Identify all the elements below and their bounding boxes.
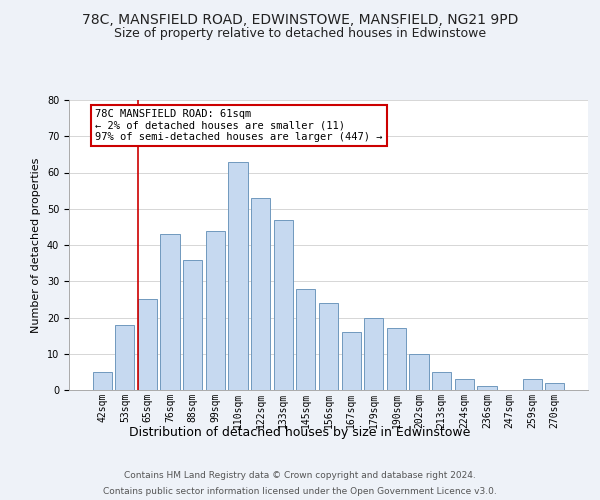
Bar: [387, 328, 406, 390]
Bar: [545, 383, 565, 390]
Bar: [183, 260, 202, 390]
Bar: [319, 303, 338, 390]
Bar: [251, 198, 270, 390]
Text: Distribution of detached houses by size in Edwinstowe: Distribution of detached houses by size …: [130, 426, 470, 439]
Bar: [296, 288, 316, 390]
Text: Contains public sector information licensed under the Open Government Licence v3: Contains public sector information licen…: [103, 486, 497, 496]
Text: 78C MANSFIELD ROAD: 61sqm
← 2% of detached houses are smaller (11)
97% of semi-d: 78C MANSFIELD ROAD: 61sqm ← 2% of detach…: [95, 108, 382, 142]
Bar: [206, 230, 225, 390]
Bar: [364, 318, 383, 390]
Bar: [432, 372, 451, 390]
Bar: [523, 379, 542, 390]
Text: Contains HM Land Registry data © Crown copyright and database right 2024.: Contains HM Land Registry data © Crown c…: [124, 472, 476, 480]
Bar: [274, 220, 293, 390]
Text: Size of property relative to detached houses in Edwinstowe: Size of property relative to detached ho…: [114, 28, 486, 40]
Bar: [477, 386, 497, 390]
Bar: [229, 162, 248, 390]
Text: 78C, MANSFIELD ROAD, EDWINSTOWE, MANSFIELD, NG21 9PD: 78C, MANSFIELD ROAD, EDWINSTOWE, MANSFIE…: [82, 12, 518, 26]
Bar: [115, 325, 134, 390]
Bar: [455, 379, 474, 390]
Bar: [409, 354, 428, 390]
Bar: [341, 332, 361, 390]
Y-axis label: Number of detached properties: Number of detached properties: [31, 158, 41, 332]
Bar: [138, 300, 157, 390]
Bar: [92, 372, 112, 390]
Bar: [160, 234, 180, 390]
